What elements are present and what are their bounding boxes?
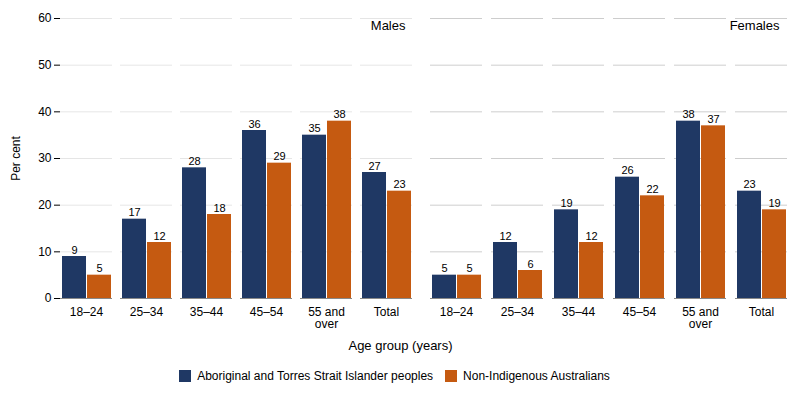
svg-text:12: 12 <box>585 230 597 242</box>
svg-text:45–54: 45–54 <box>249 305 283 319</box>
html-text:Age group (years): Age group (years) <box>348 338 453 353</box>
svg-text:19: 19 <box>768 197 780 209</box>
svg-text:29: 29 <box>273 150 285 162</box>
svg-text:35–44: 35–44 <box>189 305 223 319</box>
svg-text:55 andover: 55 andover <box>682 305 719 331</box>
svg-text:9: 9 <box>71 244 77 256</box>
html-text:Non-Indigenous Australians: Non-Indigenous Australians <box>463 368 610 383</box>
svg-text:22: 22 <box>646 183 658 195</box>
svg-text:5: 5 <box>441 262 447 274</box>
svg-text:17: 17 <box>128 206 140 218</box>
svg-text:50: 50 <box>38 58 52 72</box>
html-text:Males: Males <box>370 18 406 33</box>
svg-text:23: 23 <box>393 178 405 190</box>
svg-text:6: 6 <box>527 258 533 270</box>
svg-text:35–44: 35–44 <box>561 305 595 319</box>
svg-text:35: 35 <box>308 122 320 134</box>
svg-text:0: 0 <box>44 291 51 305</box>
svg-text:10: 10 <box>38 245 52 259</box>
svg-text:18–24: 18–24 <box>69 305 103 319</box>
svg-text:40: 40 <box>38 105 52 119</box>
svg-text:37: 37 <box>707 113 719 125</box>
svg-text:12: 12 <box>499 230 511 242</box>
svg-text:18: 18 <box>213 202 225 214</box>
svg-text:12: 12 <box>153 230 165 242</box>
svg-text:Total: Total <box>748 305 773 319</box>
svg-text:38: 38 <box>333 108 345 120</box>
svg-text:Per cent: Per cent <box>9 135 23 180</box>
svg-text:27: 27 <box>368 160 380 172</box>
html-text:Females: Females <box>729 18 780 33</box>
svg-text:18–24: 18–24 <box>439 305 473 319</box>
svg-text:25–34: 25–34 <box>129 305 163 319</box>
svg-text:45–54: 45–54 <box>622 305 656 319</box>
svg-text:20: 20 <box>38 198 52 212</box>
svg-text:55 andover: 55 andover <box>308 305 345 331</box>
svg-text:36: 36 <box>248 118 260 130</box>
svg-text:26: 26 <box>621 164 633 176</box>
svg-text:38: 38 <box>682 108 694 120</box>
svg-text:60: 60 <box>38 11 52 25</box>
svg-text:Total: Total <box>373 305 398 319</box>
svg-text:28: 28 <box>188 155 200 167</box>
svg-text:23: 23 <box>743 178 755 190</box>
svg-text:30: 30 <box>38 151 52 165</box>
svg-text:19: 19 <box>560 197 572 209</box>
svg-text:5: 5 <box>96 262 102 274</box>
svg-text:5: 5 <box>466 262 472 274</box>
svg-text:25–34: 25–34 <box>500 305 534 319</box>
html-text:Aboriginal and Torres Strait I: Aboriginal and Torres Strait Islander pe… <box>197 368 434 383</box>
